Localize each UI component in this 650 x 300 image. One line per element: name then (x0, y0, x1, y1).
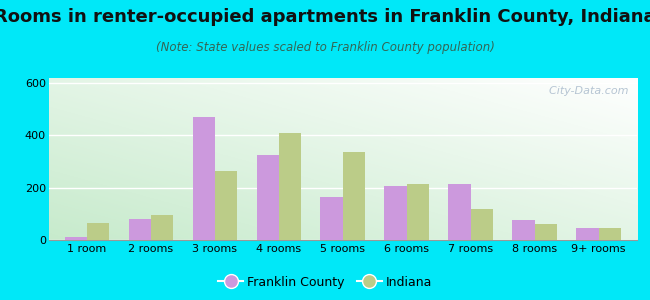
Bar (599, 228, 621, 240)
Bar (384, 186, 407, 240)
Bar (279, 133, 302, 240)
Bar (407, 184, 429, 240)
Bar (471, 208, 493, 240)
Bar (215, 171, 237, 240)
Text: City-Data.com: City-Data.com (541, 86, 628, 96)
Bar (129, 219, 151, 240)
Bar (87, 223, 109, 240)
Bar (577, 228, 599, 240)
Bar (65, 237, 87, 240)
Bar (512, 220, 535, 240)
Bar (257, 155, 279, 240)
Bar (448, 184, 471, 240)
Bar (151, 215, 174, 240)
Bar (192, 117, 215, 240)
Legend: Franklin County, Indiana: Franklin County, Indiana (213, 271, 437, 294)
Bar (535, 224, 557, 240)
Bar (343, 152, 365, 240)
Text: (Note: State values scaled to Franklin County population): (Note: State values scaled to Franklin C… (155, 40, 495, 53)
Bar (320, 197, 343, 240)
Text: Rooms in renter-occupied apartments in Franklin County, Indiana: Rooms in renter-occupied apartments in F… (0, 8, 650, 26)
